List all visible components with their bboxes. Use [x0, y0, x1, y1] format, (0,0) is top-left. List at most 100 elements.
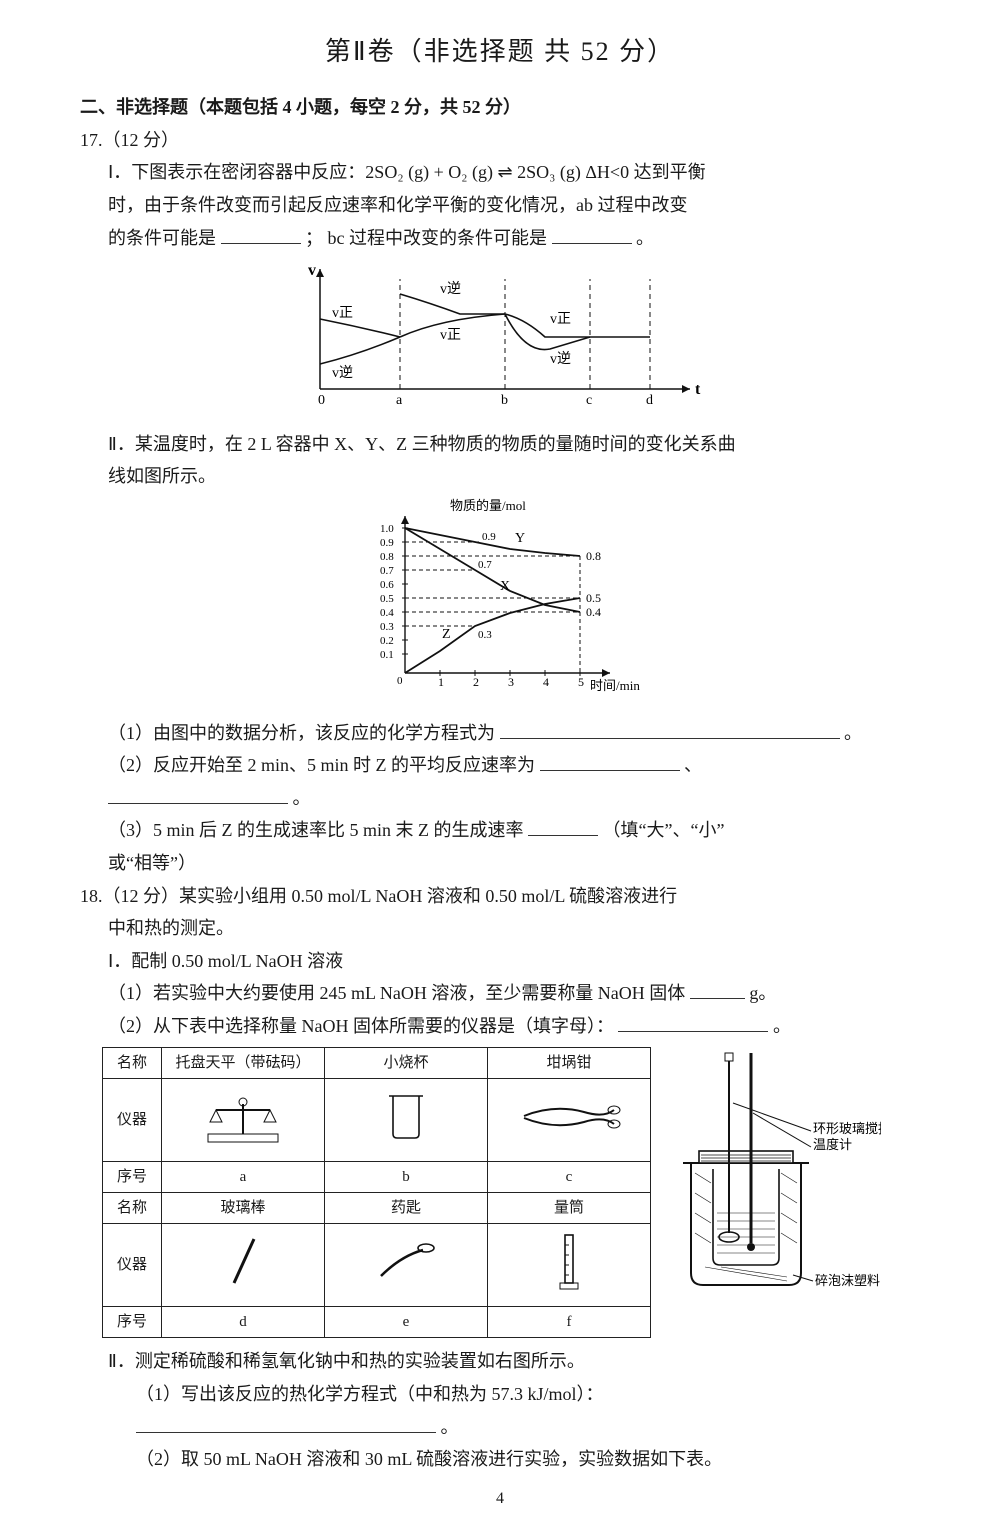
- h-cylinder: 量筒: [488, 1193, 651, 1224]
- q17-sub3-text-a: （3）5 min 后 Z 的生成速率比 5 min 末 Z 的生成速率: [108, 820, 524, 840]
- glassrod-icon: [162, 1224, 325, 1307]
- svg-text:1.0: 1.0: [380, 523, 394, 535]
- blank-mass[interactable]: [690, 980, 745, 999]
- q18-s2-2: （2）取 50 mL NaOH 溶液和 30 mL 硫酸溶液进行实验，实验数据如…: [80, 1444, 920, 1475]
- svg-text:物质的量/mol: 物质的量/mol: [450, 498, 526, 513]
- svg-text:v: v: [308, 262, 316, 279]
- row-name: 名称: [103, 1048, 162, 1079]
- q18-s2: （2）从下表中选择称量 NaOH 固体所需要的仪器是（填字母）： 。: [80, 1011, 920, 1042]
- period: 。: [773, 1016, 791, 1036]
- svg-text:0.4: 0.4: [380, 607, 394, 619]
- svg-text:v逆: v逆: [550, 351, 571, 367]
- row-name2: 名称: [103, 1193, 162, 1224]
- svg-text:b: b: [501, 393, 508, 408]
- q17-sub2-text: （2）反应开始至 2 min、5 min 时 Z 的平均反应速率为: [108, 755, 535, 775]
- svg-text:0: 0: [318, 393, 325, 408]
- svg-text:v逆: v逆: [440, 281, 461, 297]
- h-balance: 托盘天平（带砝码）: [162, 1048, 325, 1079]
- q18-s2-1: （1）写出该反应的热化学方程式（中和热为 57.3 kJ/mol）：: [80, 1379, 920, 1410]
- q18-s2-1-blank: 。: [80, 1412, 920, 1443]
- q18-p1: Ⅰ．配制 0.50 mol/L NaOH 溶液: [80, 946, 920, 977]
- svg-text:v逆: v逆: [332, 365, 353, 381]
- svg-text:Y: Y: [515, 531, 525, 546]
- svg-text:0.4: 0.4: [586, 605, 601, 619]
- svg-text:时间/min: 时间/min: [590, 678, 640, 693]
- idx-a: a: [162, 1162, 325, 1193]
- page-number: 4: [80, 1485, 920, 1512]
- q17-chart2: 物质的量/mol 时间/min 1.0 0.9 0.8 0.7 0.6 0.5 …: [80, 498, 920, 708]
- blank-thermo-eq[interactable]: [136, 1414, 436, 1433]
- idx-e: e: [325, 1307, 488, 1338]
- q17-sub2-sep: 、: [684, 755, 702, 775]
- row-idx2: 序号: [103, 1307, 162, 1338]
- svg-text:0.3: 0.3: [478, 629, 492, 641]
- q17-p1-text-b: ； bc 过程中改变的条件可能是: [305, 228, 547, 248]
- q17-p1-text-a: 的条件可能是: [108, 228, 216, 248]
- q18-s1-unit: g。: [749, 983, 776, 1003]
- q17-sub1-text: （1）由图中的数据分析，该反应的化学方程式为: [108, 723, 495, 743]
- svg-text:5: 5: [578, 675, 584, 689]
- period: 。: [441, 1417, 459, 1437]
- svg-text:1: 1: [438, 675, 444, 689]
- q17-sub3-line1: （3）5 min 后 Z 的生成速率比 5 min 末 Z 的生成速率 （填“大…: [80, 815, 920, 846]
- q17-sub3-text-b: （填“大”、“小”: [603, 820, 725, 840]
- q17-sub2: （2）反应开始至 2 min、5 min 时 Z 的平均反应速率为 、: [80, 750, 920, 781]
- spoon-icon: [325, 1224, 488, 1307]
- q17-p1-line2: 时，由于条件改变而引起反应速率和化学平衡的变化情况，ab 过程中改变: [80, 190, 920, 221]
- balance-icon: [162, 1079, 325, 1162]
- svg-text:0.9: 0.9: [482, 531, 496, 543]
- blank-rate2[interactable]: [540, 752, 680, 771]
- blank-instruments[interactable]: [618, 1013, 768, 1032]
- blank-rate5[interactable]: [108, 785, 288, 804]
- blank-ab[interactable]: [221, 225, 301, 244]
- svg-text:温度计: 温度计: [813, 1137, 852, 1152]
- svg-text:0.3: 0.3: [380, 621, 394, 633]
- svg-text:v正: v正: [550, 312, 571, 327]
- h-spoon: 药匙: [325, 1193, 488, 1224]
- period: 。: [636, 228, 654, 248]
- part-title: 第Ⅱ卷（非选择题 共 52 分）: [80, 30, 920, 74]
- period: 。: [293, 788, 311, 808]
- svg-text:0.8: 0.8: [586, 549, 601, 563]
- svg-text:t: t: [695, 381, 701, 398]
- calorimeter-diagram: 环形玻璃搅拌棒 温度计 碎泡沫塑料: [661, 1043, 881, 1313]
- q18-number-b: 中和热的测定。: [80, 913, 920, 944]
- beaker-icon: [325, 1079, 488, 1162]
- h-tongs: 坩埚钳: [488, 1048, 651, 1079]
- q18-s2-text: （2）从下表中选择称量 NaOH 固体所需要的仪器是（填字母）：: [108, 1016, 614, 1036]
- blank-compare[interactable]: [528, 817, 598, 836]
- q18-s1: （1）若实验中大约要使用 245 mL NaOH 溶液，至少需要称量 NaOH …: [80, 978, 920, 1009]
- q17-p1-line3: 的条件可能是 ； bc 过程中改变的条件可能是 。: [80, 223, 920, 254]
- cylinder-icon: [488, 1224, 651, 1307]
- idx-f: f: [488, 1307, 651, 1338]
- idx-d: d: [162, 1307, 325, 1338]
- svg-text:0.2: 0.2: [380, 635, 394, 647]
- svg-text:X: X: [500, 579, 510, 594]
- blank-eq[interactable]: [500, 720, 840, 739]
- row-idx: 序号: [103, 1162, 162, 1193]
- q17-p2-line1: Ⅱ．某温度时，在 2 L 容器中 X、Y、Z 三种物质的物质的量随时间的变化关系…: [80, 429, 920, 460]
- svg-text:3: 3: [508, 675, 514, 689]
- q17-chart1: v t 0 a b c d v正 v逆 v逆 v正 v正 v: [80, 259, 920, 419]
- svg-text:0.8: 0.8: [380, 551, 394, 563]
- q17-number: 17.（12 分）: [80, 125, 920, 156]
- q17-p1-line1: Ⅰ．下图表示在密闭容器中反应：2SO₂ (g) + O₂ (g) ⇌ 2SO₃ …: [80, 157, 920, 188]
- svg-text:0.6: 0.6: [380, 579, 394, 591]
- svg-text:环形玻璃搅拌棒: 环形玻璃搅拌棒: [813, 1121, 881, 1136]
- svg-text:v正: v正: [332, 306, 353, 321]
- svg-text:0.7: 0.7: [478, 559, 492, 571]
- blank-bc[interactable]: [552, 225, 632, 244]
- period: 。: [844, 723, 862, 743]
- svg-text:0.7: 0.7: [380, 565, 394, 577]
- svg-text:2: 2: [473, 675, 479, 689]
- svg-text:0.5: 0.5: [380, 593, 394, 605]
- svg-text:0.9: 0.9: [380, 537, 394, 549]
- row-inst: 仪器: [103, 1079, 162, 1162]
- svg-text:碎泡沫塑料: 碎泡沫塑料: [815, 1273, 880, 1288]
- idx-c: c: [488, 1162, 651, 1193]
- idx-b: b: [325, 1162, 488, 1193]
- q17-sub3-line2: 或“相等”）: [80, 848, 920, 879]
- svg-text:0.5: 0.5: [586, 591, 601, 605]
- svg-text:v正: v正: [440, 328, 461, 343]
- q18-number: 18.（12 分）某实验小组用 0.50 mol/L NaOH 溶液和 0.50…: [80, 881, 920, 912]
